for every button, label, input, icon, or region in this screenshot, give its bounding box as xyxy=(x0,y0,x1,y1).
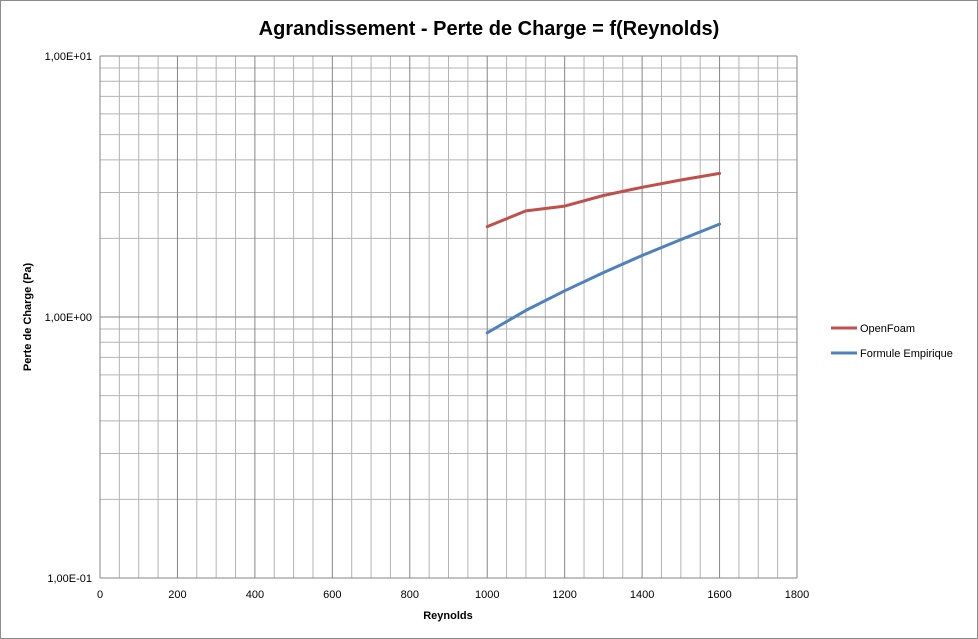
x-tick-label: 1400 xyxy=(630,589,654,601)
x-tick-label: 1800 xyxy=(785,589,809,601)
x-tick-label: 1000 xyxy=(475,589,499,601)
x-tick-label: 200 xyxy=(168,589,186,601)
legend-label: OpenFoam xyxy=(860,323,915,335)
series-line-2 xyxy=(485,222,722,335)
y-tick-label: 1,00E-01 xyxy=(47,573,92,585)
chart-title: Agrandissement - Perte de Charge = f(Rey… xyxy=(259,18,720,40)
legend-label: Formule Empirique xyxy=(860,348,953,360)
x-tick-label: 0 xyxy=(97,589,103,601)
x-tick-label: 1200 xyxy=(552,589,576,601)
x-tick-label: 600 xyxy=(323,589,341,601)
legend: OpenFoam Formule Empirique xyxy=(831,323,953,360)
x-tick-label: 1600 xyxy=(707,589,731,601)
x-tick-label: 800 xyxy=(401,589,419,601)
y-tick-label: 1,00E+00 xyxy=(45,312,92,324)
y-tick-label: 1,00E+01 xyxy=(45,51,92,63)
series-line-1 xyxy=(485,171,722,229)
x-tick-label: 400 xyxy=(246,589,264,601)
plot-area: 0 200 400 600 800 1000 1200 1400 1600 1800 1,00E-0… xyxy=(45,51,810,601)
y-axis-label: Perte de Charge (Pa) xyxy=(22,263,34,372)
x-axis-label: Reynolds xyxy=(423,610,473,622)
